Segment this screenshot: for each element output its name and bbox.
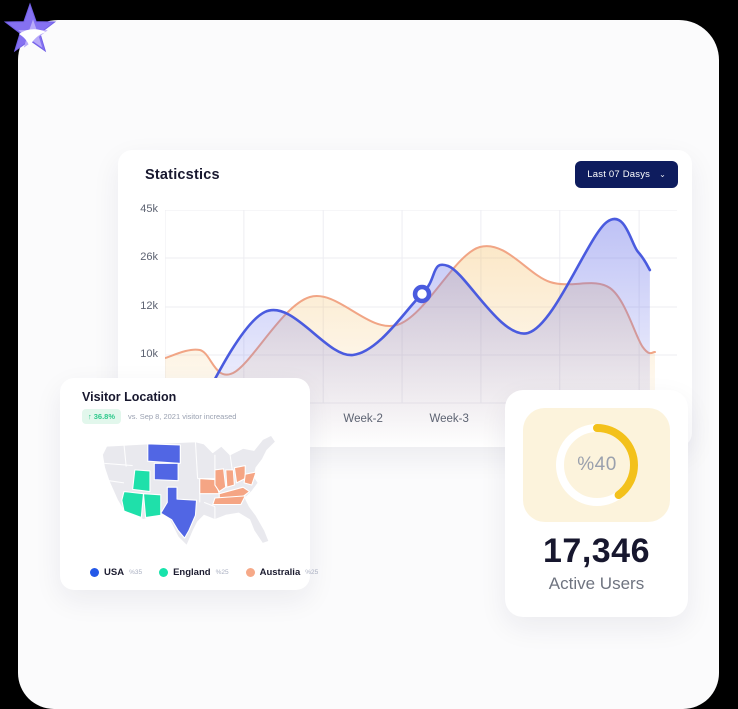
date-range-label: Last 07 Dasys (587, 169, 651, 180)
legend-share: %35 (129, 569, 143, 576)
x-tick-label: Week-3 (429, 413, 469, 425)
state-wyoming[interactable] (153, 462, 179, 482)
map-states-england[interactable] (121, 469, 162, 519)
state-montana[interactable] (147, 443, 181, 464)
state-west-virginia[interactable] (243, 471, 257, 486)
chart-hover-marker[interactable] (412, 284, 432, 304)
visitor-location-title: Visitor Location (82, 390, 177, 404)
star-shine (19, 29, 46, 47)
legend-dot-australia (245, 568, 255, 577)
trend-percent: 36.8% (93, 412, 116, 421)
legend-label: USA (104, 567, 125, 578)
y-tick-label: 10k (140, 348, 158, 360)
map-legend: USA %35 England %25 Australia %25 (90, 567, 318, 578)
legend-item-england[interactable]: England %25 (159, 567, 229, 578)
legend-item-australia[interactable]: Australia %25 (245, 567, 319, 578)
state-tennessee[interactable] (212, 495, 246, 506)
chart-y-axis: 45k 26k 12k 10k (124, 203, 158, 460)
y-tick-label: 45k (140, 203, 158, 215)
legend-item-usa[interactable]: USA %35 (90, 567, 142, 578)
star-logo-icon (3, 2, 57, 53)
statistics-title: Staticstics (145, 167, 220, 183)
donut-panel: %40 (523, 408, 670, 522)
donut-arc (556, 424, 638, 506)
usa-map[interactable] (80, 425, 290, 549)
date-range-dropdown[interactable]: Last 07 Dasys ⌄ (575, 161, 678, 188)
chart-x-axis: Week-2 Week-3 (165, 413, 677, 433)
legend-label: England (173, 567, 211, 578)
active-users-label: Active Users (548, 574, 645, 593)
y-tick-label: 26k (140, 251, 158, 263)
x-tick-label: Week-2 (343, 413, 383, 425)
state-illinois[interactable] (214, 468, 227, 493)
visitor-trend-row: ↑ 36.8% vs. Sep 8, 2021 visitor increase… (82, 409, 236, 424)
chevron-down-icon: ⌄ (659, 170, 666, 179)
legend-dot-england (159, 568, 169, 577)
increase-arrow-icon: ↑ (88, 412, 92, 421)
state-utah[interactable] (132, 469, 151, 493)
y-tick-label: 12k (140, 300, 158, 312)
visitor-location-card: Visitor Location ↑ 36.8% vs. Sep 8, 2021… (60, 378, 318, 590)
legend-dot-usa (90, 568, 99, 577)
state-indiana[interactable] (225, 469, 235, 488)
legend-share: %25 (215, 569, 229, 576)
legend-share: %25 (305, 569, 319, 576)
state-new-mexico[interactable] (142, 493, 162, 519)
active-users-value: 17,346 (543, 532, 650, 570)
usa-map-svg (101, 434, 277, 547)
state-arizona[interactable] (121, 490, 145, 519)
map-base (101, 434, 277, 547)
trend-pill: ↑ 36.8% (82, 409, 122, 424)
donut-percent-label: %40 (577, 454, 617, 475)
active-users-card: %40 17,346 Active Users (505, 390, 688, 617)
map-states-usa[interactable] (147, 443, 198, 539)
progress-donut (556, 424, 638, 506)
state-texas[interactable] (160, 486, 198, 539)
map-states-australia[interactable] (199, 465, 257, 506)
trend-caption: vs. Sep 8, 2021 visitor increased (128, 412, 237, 421)
legend-label: Australia (259, 567, 301, 578)
